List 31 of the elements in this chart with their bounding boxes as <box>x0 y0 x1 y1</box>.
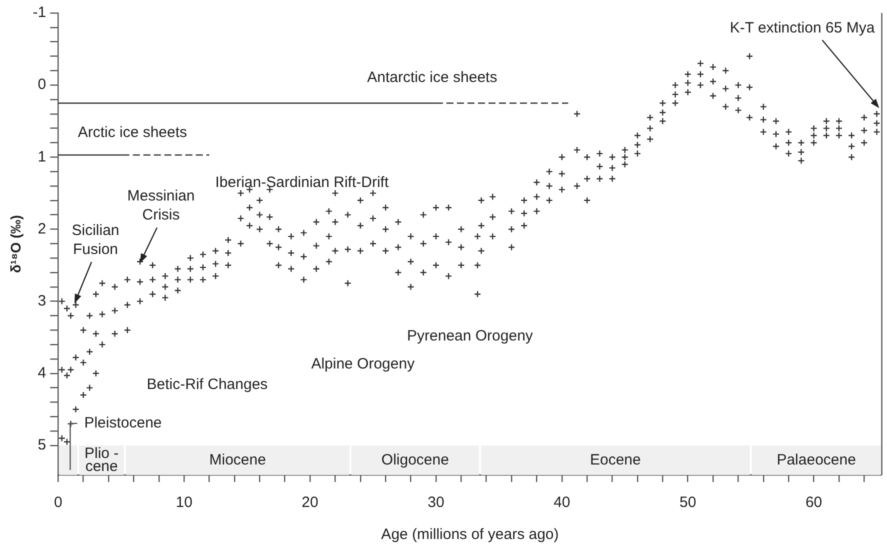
annotation: Antarctic ice sheets <box>367 69 498 86</box>
band-label: Oligocene <box>381 451 449 468</box>
y-tick-label: 5 <box>38 436 46 454</box>
y-tick-label: 3 <box>38 292 46 310</box>
band-label: Pleistocene <box>84 414 162 432</box>
annotation: Arctic ice sheets <box>78 124 188 142</box>
band-label: Plio - cene <box>84 444 119 475</box>
band-label: Palaeocene <box>776 451 856 468</box>
y-axis-title: δ¹⁸O (‰) <box>7 215 24 273</box>
annotation: K-T extinction 65 Mya <box>730 19 876 36</box>
y-tick-label: 0 <box>38 76 46 94</box>
annotation: Sicilian Fusion <box>72 222 120 258</box>
x-tick-label: 10 <box>176 494 192 512</box>
y-tick-label: 4 <box>38 364 46 382</box>
y-tick-label: -1 <box>32 4 46 22</box>
band-label: Eocene <box>590 451 641 468</box>
x-tick-label: 60 <box>805 494 822 512</box>
annotation: Messinian Crisis <box>127 188 195 224</box>
x-tick-label: 50 <box>680 494 696 512</box>
x-tick-label: 20 <box>302 494 318 512</box>
x-tick-label: 0 <box>54 494 62 512</box>
x-tick-label: 40 <box>554 494 570 512</box>
y-tick-label: 1 <box>38 148 46 166</box>
annotation: Alpine Orogeny <box>311 355 416 372</box>
annotation: Iberian-Sardinian Rift-Drift <box>215 174 390 192</box>
x-tick-label: 30 <box>428 494 444 512</box>
x-axis-title: Age (millions of years ago) <box>381 526 559 544</box>
band-label: Miocene <box>209 451 266 468</box>
y-tick-label: 2 <box>38 220 46 238</box>
annotation: Pyrenean Orogeny <box>407 328 534 345</box>
annotation: Betic-Rif Changes <box>146 376 268 394</box>
